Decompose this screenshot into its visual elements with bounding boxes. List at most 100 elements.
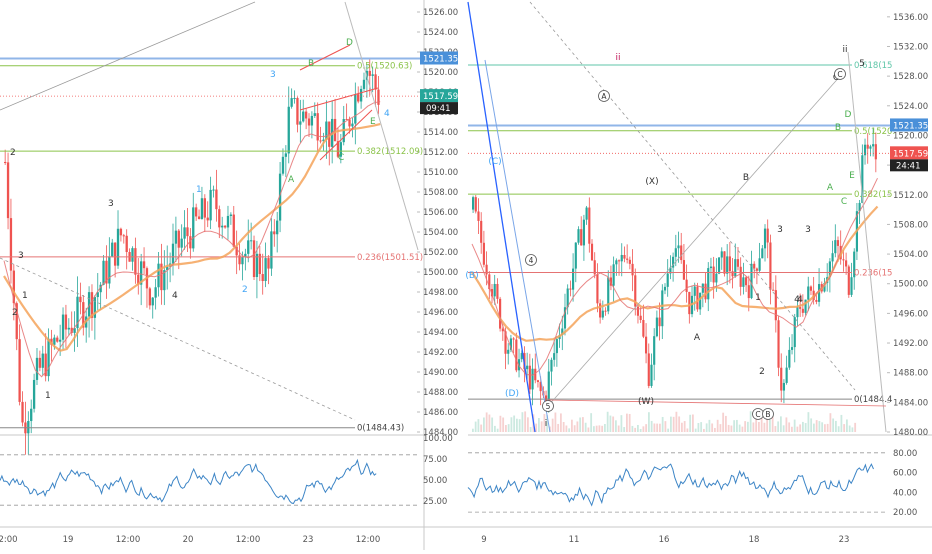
R-ma-fast: [471, 177, 878, 376]
R-candle-body: [534, 368, 537, 381]
L-candle-body: [299, 121, 302, 125]
L-candle-body: [93, 297, 97, 318]
R-candle-body: [850, 277, 853, 295]
L-wave-label: B: [308, 59, 314, 69]
L-candle-body: [58, 339, 62, 342]
R-candle-body: [612, 264, 615, 286]
R-volume-bar: [725, 415, 727, 432]
L-candle-body: [264, 258, 267, 282]
R-candle-body: [666, 273, 669, 287]
R-candle-body: [626, 258, 629, 260]
L-y-tick-label: 1502.00: [423, 248, 458, 258]
R-candle-body: [547, 371, 550, 401]
R-volume-bar: [593, 426, 595, 432]
R-candle-body: [636, 306, 640, 316]
R-volume-bar: [848, 425, 851, 432]
L-candle-body: [278, 173, 282, 221]
R-volume-bar: [782, 425, 785, 432]
R-volume-bar: [513, 415, 516, 432]
R-candle-body: [661, 290, 664, 327]
L-wave-label: 3: [108, 199, 114, 209]
L-x-tick-label: 12:00: [116, 535, 141, 545]
R-circled-label: C: [837, 70, 842, 79]
R-candle-body: [731, 271, 734, 277]
R-candle-body: [785, 367, 788, 383]
R-candle-body: [842, 259, 845, 261]
R-candle-body: [828, 261, 831, 278]
R-wave-circle: [598, 90, 610, 102]
R-candle-body: [639, 315, 642, 320]
R-volume-bar: [766, 416, 769, 432]
R-candle-body: [520, 353, 523, 360]
R-y-tick-label: 1480.00: [893, 428, 928, 438]
L-y-tick-label: 1488.00: [423, 388, 458, 398]
R-x-tick-label: 9: [481, 535, 486, 545]
L-y-tick-label: 1514.00: [423, 128, 458, 138]
R-volume-bar: [510, 417, 513, 432]
R-volume-bar: [818, 421, 821, 432]
L-y-tick-label: 1490.00: [423, 368, 458, 378]
L-candle-body: [76, 296, 79, 329]
R-candle-body: [644, 336, 648, 354]
L-y-tick-label: 1484.00: [423, 428, 458, 438]
R-candle-body: [504, 331, 507, 354]
R-wave-label: B: [835, 123, 841, 133]
R-volume-bar: [634, 427, 637, 432]
L-candle-body: [142, 261, 146, 269]
R-volume-bar: [678, 416, 681, 432]
R-x-tick-label: 18: [749, 535, 760, 545]
R-volume-bar: [749, 411, 752, 432]
L-x-tick-label: 20: [183, 535, 194, 545]
R-y-tick-label: 1528.00: [893, 72, 928, 82]
R-volume-bar: [758, 422, 760, 432]
R-wave-label: (C): [488, 157, 501, 167]
R-volume-bar: [551, 418, 554, 432]
R-volume-bar: [670, 416, 672, 432]
R-candle-body: [563, 307, 567, 329]
R-panel: 1536.001532.001528.001524.001520.001516.…: [467, 13, 928, 545]
L-candle-body: [67, 327, 70, 330]
L-y-tick-label: 1486.00: [423, 408, 458, 418]
L-candle-body: [163, 270, 166, 291]
R-candle-body: [853, 251, 856, 278]
R-candle-body: [555, 339, 558, 354]
R-candle-body: [585, 207, 588, 220]
L-candle-body: [125, 235, 128, 253]
R-volume-bar: [505, 425, 507, 432]
R-candle-body: [561, 328, 564, 335]
R-volume-bar: [799, 424, 802, 432]
R-volume-bar: [579, 417, 582, 432]
R-volume-bar: [777, 421, 780, 432]
R-candle-body: [577, 229, 580, 243]
L-wave-label: A: [288, 175, 295, 185]
L-candle-body: [229, 214, 233, 216]
L-y-tick-label: 1520.00: [423, 68, 458, 78]
R-candle-body: [550, 359, 553, 372]
L-ma-fast: [3, 101, 381, 378]
R-candle-body: [677, 245, 680, 249]
R-candle-body: [863, 144, 867, 156]
L-candle-body: [183, 227, 186, 239]
R-wave-circle: [834, 68, 846, 80]
R-candle-body: [769, 242, 772, 290]
R-candle-body: [734, 259, 737, 277]
R-circled-label: A: [601, 92, 607, 101]
R-volume-bar: [681, 422, 683, 432]
R-volume-bar: [705, 423, 708, 432]
R-volume-bar: [780, 416, 782, 432]
R-candle-body: [574, 242, 577, 269]
R-candle-body: [669, 267, 672, 274]
R-volume-bar: [565, 425, 568, 432]
R-volume-bar: [788, 422, 791, 432]
L-x-tick-label: 12:00: [236, 535, 261, 545]
R-volume-bar: [491, 417, 494, 432]
L-candle-body: [258, 253, 261, 275]
L-candle-body: [140, 261, 143, 285]
L-candle-body: [102, 260, 105, 285]
L-candle-body: [267, 258, 270, 269]
R-candle-body: [569, 288, 572, 290]
R-x-tick-label: 23: [839, 535, 850, 545]
R-volume-bar: [656, 423, 659, 432]
R-volume-bar: [474, 421, 477, 432]
R-candle-body: [582, 219, 585, 246]
